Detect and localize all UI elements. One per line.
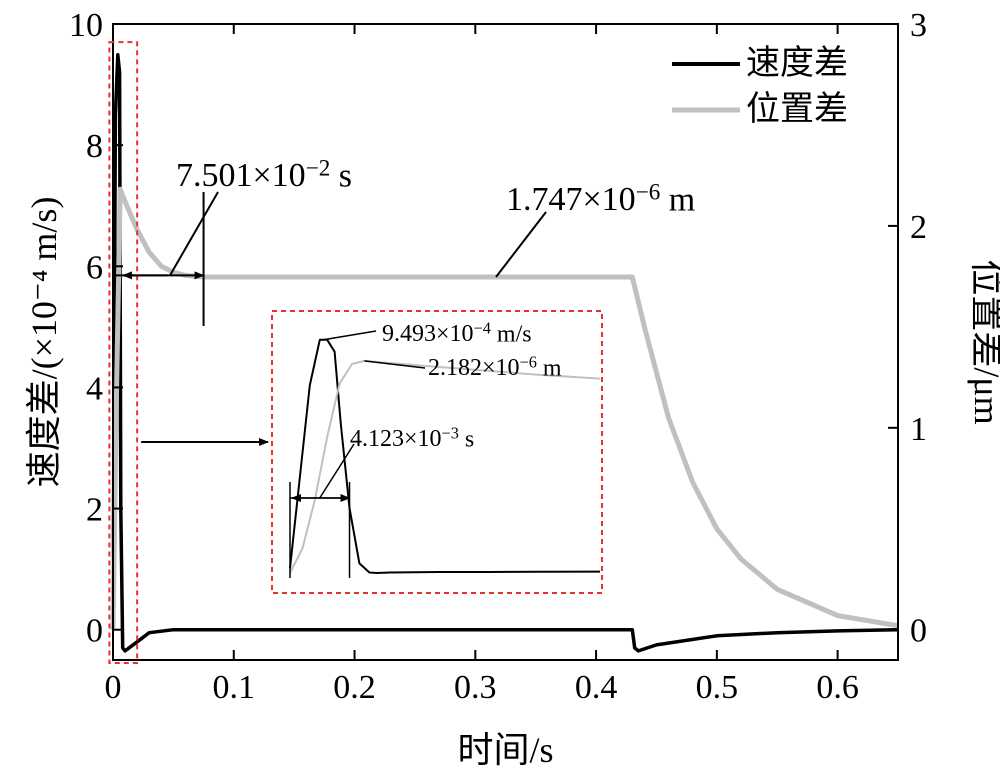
settle-leader [169, 191, 219, 276]
peak-vel-leader [323, 330, 377, 341]
settle-time-label: 7.501×10−2 s [176, 156, 352, 195]
y-left-tick-label: 10 [69, 7, 103, 44]
y-left-axis-label: 速度差/(×10⁻⁴ m/s) [24, 197, 64, 488]
peak-pos-leader [364, 360, 426, 369]
axes: 0 0.1 0.2 0.3 0.4 0.5 0.6 0 2 4 6 8 10 0 1 2 3 时间/s 速度差/(×… [24, 7, 1000, 770]
y-right-tick-label: 1 [910, 411, 927, 448]
y-right-tick-label: 3 [910, 7, 927, 44]
series-layer [110, 52, 899, 653]
inset-frame [271, 310, 603, 594]
y-left-tick-label: 4 [86, 370, 103, 407]
peak-pos-label: 2.182×10−6 m [428, 353, 562, 382]
steady-pos-label: 1.747×10−6 m [506, 180, 695, 219]
peak-time-label: 4.123×10−3 s [350, 424, 474, 453]
y-left-tick-label: 6 [86, 249, 103, 286]
x-axis-label: 时间/s [457, 730, 553, 770]
peak-vel-label: 9.493×10−4 m/s [382, 319, 532, 348]
y-left-tick-label: 8 [86, 128, 103, 165]
x-tick-label: 0.4 [575, 669, 618, 706]
x-tick-label: 0 [105, 669, 122, 706]
x-tick-label: 0.1 [213, 669, 256, 706]
series-line-position [110, 186, 899, 630]
annotations: 7.501×10−2 s 1.747×10−6 m [108, 41, 695, 665]
x-tick-label: 0.6 [816, 669, 859, 706]
inset-series-velocity [289, 338, 601, 574]
peak-time-leader [319, 443, 355, 499]
zoom-box [108, 41, 139, 665]
y-left-tick-label: 2 [86, 492, 103, 529]
legend-entry: 速度差 [746, 44, 848, 82]
y-right-axis-label: 位置差/μm [967, 259, 1000, 424]
steady-pos-leader [495, 211, 547, 278]
legend-entry: 位置差 [746, 90, 848, 128]
plot-frame [112, 23, 899, 661]
x-tick-label: 0.2 [333, 669, 376, 706]
x-tick-label: 0.5 [696, 669, 739, 706]
inset-series-position [289, 359, 601, 574]
x-tick-label: 0.3 [454, 669, 497, 706]
y-right-tick-label: 2 [910, 209, 927, 246]
y-right-tick-label: 0 [910, 613, 927, 650]
y-left-tick-label: 0 [86, 613, 103, 650]
inset: 9.493×10−4 m/s 2.182×10−6 m 4.123×10−3 s [271, 310, 603, 594]
